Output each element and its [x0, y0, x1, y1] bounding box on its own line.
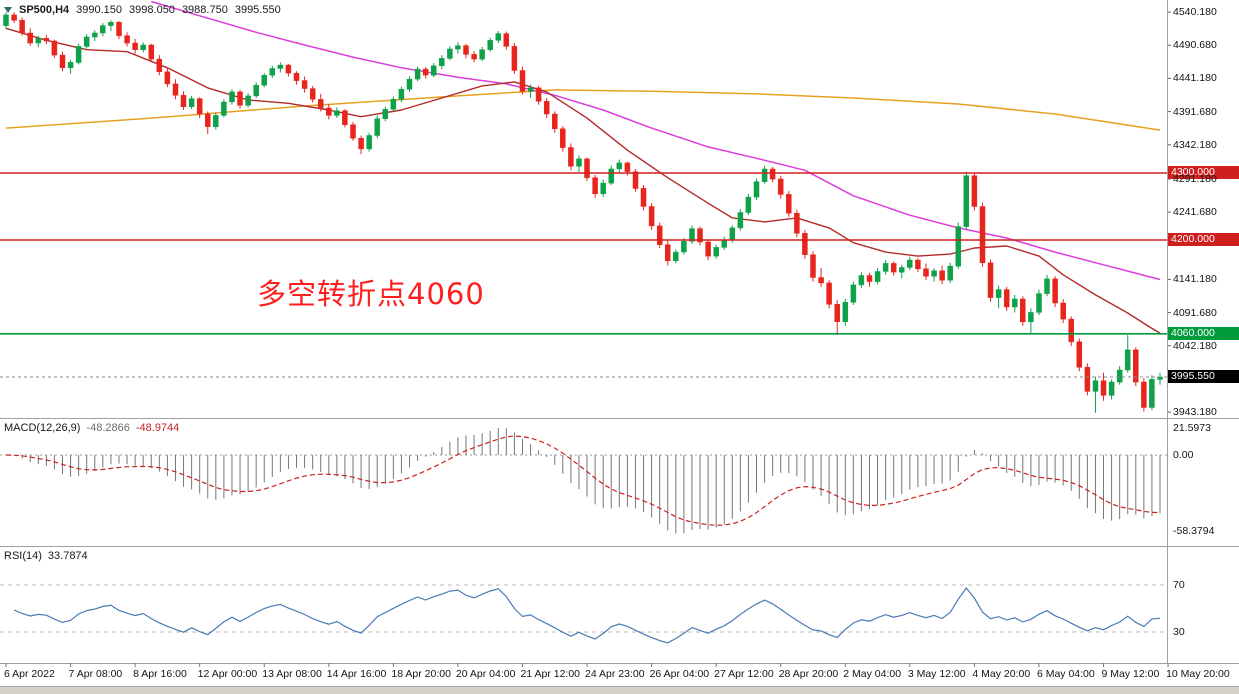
- price-tick-label: 4241.680: [1173, 206, 1217, 219]
- macd-signal-line[interactable]: [5, 435, 1161, 526]
- horizontal-scrollbar[interactable]: [0, 686, 1239, 694]
- ma-slow-orange[interactable]: [5, 89, 1161, 131]
- macd-name: MACD(12,26,9): [4, 422, 81, 434]
- price-line-tag-4060.000: 4060.000: [1168, 326, 1239, 340]
- time-tick-label: 6 May 04:00: [1036, 668, 1095, 680]
- macd-axis-max: 21.5973: [1173, 422, 1211, 434]
- macd-axis-min: -58.3794: [1173, 525, 1215, 537]
- price-tick-label: 4441.180: [1173, 72, 1217, 85]
- time-tick-label: 12 Apr 00:00: [197, 668, 258, 680]
- macd-axis-zero: 0.00: [1173, 449, 1194, 461]
- rsi-line[interactable]: [13, 587, 1161, 644]
- time-tick-label: 28 Apr 20:00: [778, 668, 839, 680]
- price-line-tag-4300.000: 4300.000: [1168, 166, 1239, 179]
- rsi-axis-label: 70: [1173, 579, 1185, 591]
- ohlc-open: 3990.150: [76, 4, 123, 16]
- symbol-marker-icon: [4, 7, 12, 13]
- time-tick-label: 18 Apr 20:00: [391, 668, 451, 680]
- price-tick-label: 4042.180: [1173, 339, 1217, 352]
- macd-value: -48.2866: [86, 422, 130, 434]
- time-tick-label: 3 May 12:00: [907, 668, 966, 680]
- ohlc-low: 3988.750: [181, 4, 228, 16]
- symbol-header: SP500,H4 3990.150 3998.050 3988.750 3995…: [4, 4, 281, 16]
- price-tick-label: 3943.180: [1173, 406, 1217, 419]
- price-tick-label: 4490.680: [1173, 39, 1217, 52]
- time-tick-label: 10 May 20:00: [1166, 668, 1230, 680]
- rsi-value: 33.7874: [47, 550, 88, 562]
- time-tick-label: 27 Apr 12:00: [714, 668, 774, 680]
- time-tick-label: 14 Apr 16:00: [326, 668, 387, 680]
- annotation-text[interactable]: 多空转折点4060: [257, 277, 485, 311]
- rsi-panel-header: RSI(14) 33.7874: [4, 550, 88, 562]
- rsi-axis-label: 30: [1173, 626, 1185, 638]
- time-tick-label: 2 May 04:00: [843, 668, 902, 680]
- ohlc-high: 3998.050: [129, 4, 175, 16]
- ma-mid-magenta[interactable]: [151, 0, 1161, 281]
- macd-signal-value: -48.9744: [135, 422, 180, 434]
- price-tick-label: 4342.180: [1173, 138, 1217, 151]
- ohlc-close: 3995.550: [234, 4, 281, 16]
- price-tick-label: 4540.180: [1173, 6, 1217, 19]
- time-tick-label: 13 Apr 08:00: [262, 668, 322, 680]
- price-tick-label: 4391.680: [1173, 105, 1217, 118]
- time-tick-label: 20 Apr 04:00: [455, 668, 516, 680]
- time-tick-label: 24 Apr 23:00: [585, 668, 645, 680]
- macd-panel-header: MACD(12,26,9) -48.2866 -48.9744: [4, 422, 179, 434]
- time-tick-label: 8 Apr 16:00: [133, 668, 187, 680]
- time-tick-label: 6 Apr 2022: [4, 668, 55, 680]
- time-tick-label: 26 Apr 04:00: [649, 668, 710, 680]
- time-tick-label: 4 May 20:00: [972, 668, 1031, 680]
- time-tick-label: 7 Apr 08:00: [68, 668, 123, 680]
- symbol-name: SP500,H4: [19, 4, 70, 16]
- time-tick-label: 9 May 12:00: [1101, 668, 1160, 680]
- current-price-tag: 3995.550: [1168, 369, 1239, 383]
- price-tick-label: 4091.680: [1173, 306, 1217, 319]
- price-tick-label: 4291.180: [1173, 172, 1217, 185]
- price-tick-label: 4141.180: [1173, 273, 1217, 286]
- price-line-tag-4200.000: 4200.000: [1168, 233, 1239, 246]
- time-tick-label: 21 Apr 12:00: [520, 668, 581, 680]
- candlesticks[interactable]: [3, 12, 1163, 413]
- rsi-name: RSI(14): [4, 550, 42, 562]
